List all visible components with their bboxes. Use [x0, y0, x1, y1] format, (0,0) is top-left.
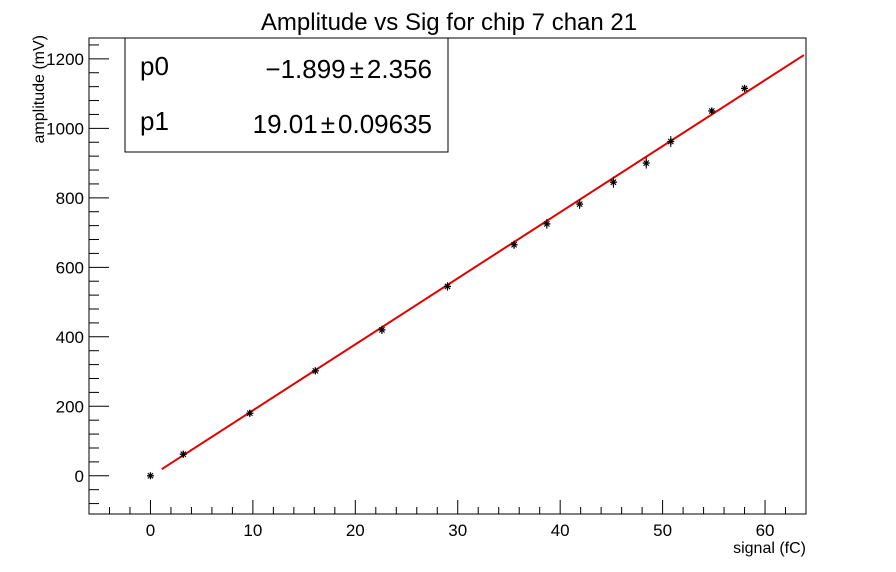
data-point	[378, 325, 386, 335]
p1-label: p1	[140, 106, 169, 136]
y-tick-label: 800	[56, 189, 84, 208]
x-tick-label: 50	[653, 521, 672, 540]
p1-error: 0.09635	[338, 109, 432, 139]
chart-title: Amplitude vs Sig for chip 7 chan 21	[261, 9, 637, 36]
y-tick-label: 400	[56, 328, 84, 347]
p1-plusminus: ±	[321, 109, 335, 139]
data-point	[741, 84, 749, 92]
p0-label: p0	[140, 51, 169, 81]
y-tick-label: 1200	[46, 50, 84, 69]
data-point	[609, 176, 617, 188]
y-axis-label: amplitude (mV)	[31, 35, 48, 143]
data-point	[311, 367, 319, 375]
x-tick-label: 20	[346, 521, 365, 540]
data-point	[179, 450, 187, 458]
data-point	[146, 472, 154, 480]
fit-parameter-box: p0 −1.899 ±2.356 p1 19.01 ±0.09635	[124, 37, 449, 153]
p0-value: −1.899 ±2.356	[265, 54, 432, 84]
y-axis-ticks: 0 200 400 600 800 1000 1200	[46, 44, 109, 505]
x-tick-label: 40	[551, 521, 570, 540]
p0-plusminus: ±	[350, 54, 364, 84]
p1-value-number: 19.01	[253, 109, 318, 139]
y-tick-label: 200	[56, 397, 84, 416]
fit-line	[161, 54, 805, 471]
data-points	[146, 84, 749, 480]
y-tick-label: 0	[75, 467, 84, 486]
p0-value-number: −1.899	[265, 54, 345, 84]
data-point	[246, 409, 254, 417]
data-point	[444, 282, 451, 291]
data-point	[543, 219, 551, 229]
data-point	[667, 135, 675, 148]
data-point	[642, 157, 650, 169]
x-tick-label: 0	[146, 521, 155, 540]
data-point	[576, 199, 584, 209]
x-tick-label: 60	[756, 521, 775, 540]
x-tick-label: 10	[243, 521, 262, 540]
p1-value: 19.01 ±0.09635	[253, 109, 432, 139]
p0-error: 2.356	[367, 54, 432, 84]
x-axis-ticks: 0 10 20 30 40 50 60	[88, 500, 807, 540]
y-tick-label: 600	[56, 258, 84, 277]
y-tick-label: 1000	[46, 119, 84, 138]
x-tick-label: 30	[448, 521, 467, 540]
data-point	[708, 107, 716, 115]
data-point	[510, 240, 518, 249]
x-axis-label: signal (fC)	[733, 540, 806, 557]
